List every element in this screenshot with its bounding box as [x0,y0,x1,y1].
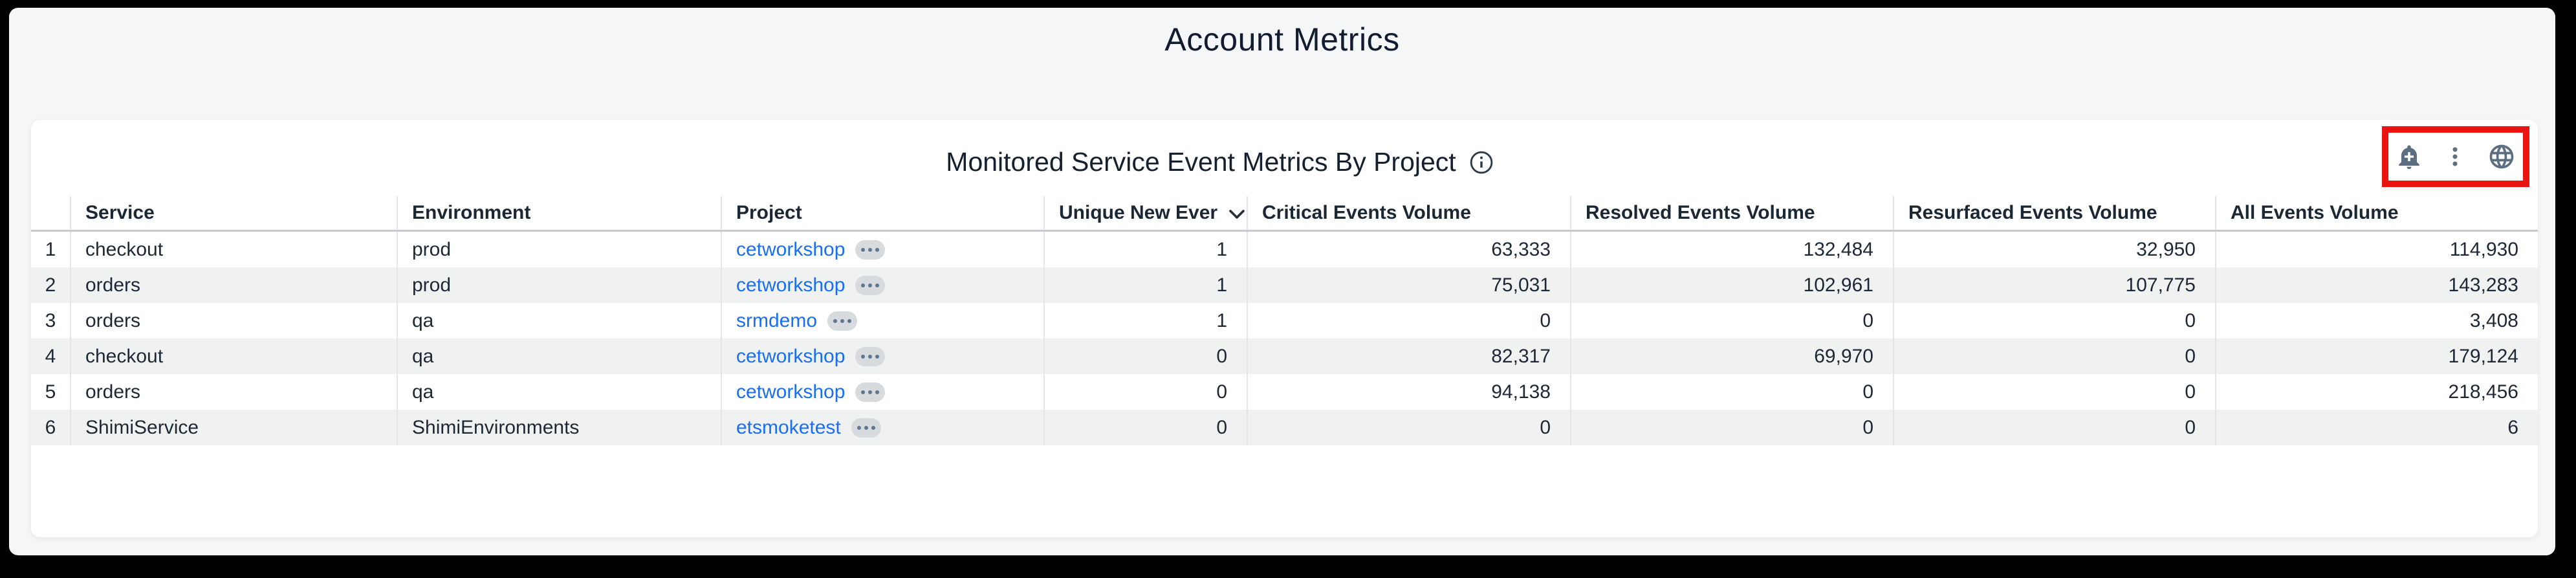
cell-resolved-events: 69,970 [1570,339,1893,374]
cell-critical-events: 63,333 [1247,232,1570,267]
cell-environment: qa [397,303,721,339]
cell-resurfaced-events: 0 [1893,410,2215,445]
cell-service: orders [70,303,397,339]
table-header-row: Service Environment Project Unique New E… [31,196,2538,232]
cell-all-events: 143,283 [2215,267,2538,303]
cell-environment: prod [397,232,721,267]
bell-plus-icon[interactable] [2396,143,2423,170]
column-header-environment[interactable]: Environment [397,196,721,230]
cell-service: ShimiService [70,410,397,445]
cell-resolved-events: 132,484 [1570,232,1893,267]
cell-project: cetworkshop [721,339,1043,374]
cell-resolved-events: 102,961 [1570,267,1893,303]
project-link[interactable]: cetworkshop [736,238,846,260]
cell-project: cetworkshop [721,232,1043,267]
toolbar-highlight-box [2382,126,2529,187]
ellipsis-badge[interactable] [827,311,858,331]
table-body: 1 checkout prod cetworkshop 1 63,333 132… [31,232,2538,445]
metrics-table: Service Environment Project Unique New E… [31,196,2538,445]
cell-service: orders [70,374,397,410]
cell-environment: prod [397,267,721,303]
project-link[interactable]: srmdemo [736,309,818,331]
row-number: 2 [45,274,56,296]
panel-title-row: Monitored Service Event Metrics By Proje… [31,147,2408,177]
cell-critical-events: 82,317 [1247,339,1570,374]
cell-all-events: 179,124 [2215,339,2538,374]
project-link[interactable]: etsmoketest [736,416,841,438]
table-row: 5 orders qa cetworkshop 0 94,138 0 0 218… [31,374,2538,410]
table-row: 4 checkout qa cetworkshop 0 82,317 69,97… [31,339,2538,374]
project-link[interactable]: cetworkshop [736,381,846,403]
row-number-header [31,196,70,230]
cell-resurfaced-events: 32,950 [1893,232,2215,267]
cell-service: checkout [70,232,397,267]
column-header-critical-events[interactable]: Critical Events Volume [1247,196,1570,230]
cell-environment: qa [397,339,721,374]
ellipsis-badge[interactable] [851,417,881,438]
cell-resolved-events: 0 [1570,303,1893,339]
dashboard-page: Account Metrics Monitored Service Event … [9,8,2555,555]
row-number: 1 [45,238,56,260]
cell-service: orders [70,267,397,303]
panel-title: Monitored Service Event Metrics By Proje… [946,147,1456,177]
globe-icon[interactable] [2487,142,2516,171]
cell-environment: ShimiEnvironments [397,410,721,445]
sort-chevron-down-icon[interactable] [1228,206,1246,220]
cell-unique-new-ever: 1 [1043,267,1247,303]
column-header-service[interactable]: Service [70,196,397,230]
row-number: 6 [45,416,56,438]
cell-project: cetworkshop [721,374,1043,410]
table-row: 2 orders prod cetworkshop 1 75,031 102,9… [31,267,2538,303]
row-number: 5 [45,381,56,403]
cell-resurfaced-events: 0 [1893,374,2215,410]
cell-critical-events: 94,138 [1247,374,1570,410]
cell-critical-events: 75,031 [1247,267,1570,303]
table-row: 1 checkout prod cetworkshop 1 63,333 132… [31,232,2538,267]
cell-all-events: 114,930 [2215,232,2538,267]
cell-resurfaced-events: 107,775 [1893,267,2215,303]
column-header-resurfaced-events[interactable]: Resurfaced Events Volume [1893,196,2215,230]
cell-unique-new-ever: 1 [1043,303,1247,339]
column-header-all-events[interactable]: All Events Volume [2215,196,2538,230]
project-link[interactable]: cetworkshop [736,345,846,367]
cell-resurfaced-events: 0 [1893,339,2215,374]
cell-project: etsmoketest [721,410,1043,445]
cell-all-events: 6 [2215,410,2538,445]
kebab-menu-icon[interactable] [2442,144,2468,170]
table-row: 6 ShimiService ShimiEnvironments etsmoke… [31,410,2538,445]
ellipsis-badge[interactable] [855,346,886,366]
cell-unique-new-ever: 1 [1043,232,1247,267]
cell-project: srmdemo [721,303,1043,339]
column-header-resolved-events[interactable]: Resolved Events Volume [1570,196,1893,230]
ellipsis-badge[interactable] [855,275,886,295]
project-link[interactable]: cetworkshop [736,274,846,296]
ellipsis-badge[interactable] [855,382,886,402]
info-icon[interactable] [1469,150,1494,175]
column-header-unique-new-ever[interactable]: Unique New Ever [1043,196,1247,230]
cell-resolved-events: 0 [1570,410,1893,445]
page-title: Account Metrics [1164,21,1400,58]
cell-environment: qa [397,374,721,410]
cell-unique-new-ever: 0 [1043,374,1247,410]
row-number: 3 [45,309,56,331]
table-row: 3 orders qa srmdemo 1 0 0 0 3,408 [31,303,2538,339]
cell-critical-events: 0 [1247,303,1570,339]
cell-resurfaced-events: 0 [1893,303,2215,339]
cell-critical-events: 0 [1247,410,1570,445]
cell-all-events: 3,408 [2215,303,2538,339]
cell-unique-new-ever: 0 [1043,339,1247,374]
cell-all-events: 218,456 [2215,374,2538,410]
cell-unique-new-ever: 0 [1043,410,1247,445]
panel-card: Monitored Service Event Metrics By Proje… [31,120,2538,537]
cell-project: cetworkshop [721,267,1043,303]
ellipsis-badge[interactable] [855,239,886,260]
cell-service: checkout [70,339,397,374]
cell-resolved-events: 0 [1570,374,1893,410]
column-header-project[interactable]: Project [721,196,1043,230]
row-number: 4 [45,345,56,367]
